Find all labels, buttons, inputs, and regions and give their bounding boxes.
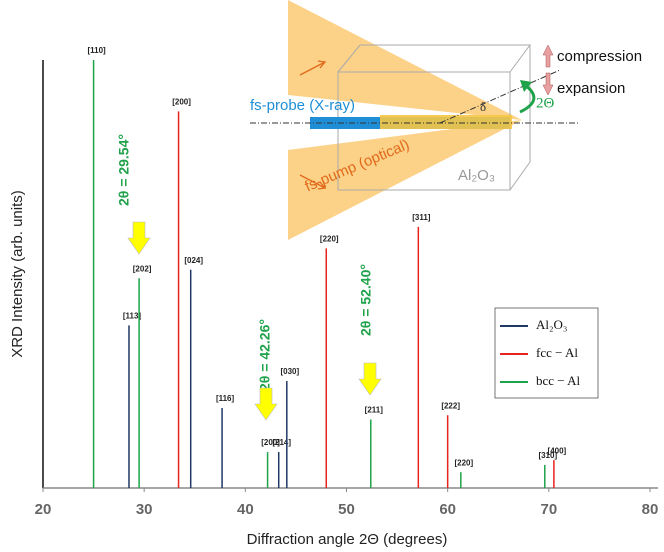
probe-cylinder [380,115,512,129]
pump-beam [288,120,522,240]
annotation-arrow [254,387,278,421]
angle-arrow [519,83,536,114]
annotation-arrow [127,221,151,255]
y-axis-label: XRD Intensity (arb. units) [9,190,26,358]
legend-label: bcc − Al [536,373,581,388]
pump-beam [288,0,522,120]
x-tick-label: 60 [439,501,456,518]
pump-arrow [299,174,327,190]
inset: compression expansion 2Θ δ fs-probe (X-r… [250,0,642,240]
annotation: 2θ = 52.40° [358,264,374,336]
angle-label: 2Θ [536,95,555,111]
x-tick-label: 30 [136,501,153,518]
peak-label: [110] [87,46,106,55]
peak-label: [220] [320,234,339,243]
compression-arrow [542,44,554,68]
delta-label: δ [480,99,486,114]
expansion-label: expansion [557,80,625,97]
x-tick-label: 70 [540,501,557,518]
probe-label: fs-probe (X-ray) [250,97,355,114]
peak-label: [113] [123,311,142,320]
peak-label: [400] [548,446,567,455]
x-tick-label: 50 [338,501,355,518]
legend-label: Al₂O₃ [536,317,567,332]
peak-label: [220] [454,458,473,467]
peak-label: [211] [365,406,384,415]
peak-label: [024] [184,256,203,265]
peak-label: [202] [133,264,152,273]
x-axis-label: Diffraction angle 2Θ (degrees) [247,531,448,548]
pump-arrow [299,60,327,76]
annotation: 2θ = 29.54° [116,134,132,206]
x-tick-label: 20 [35,501,52,518]
peak-label: [222] [441,401,460,410]
peak-label: [310] [538,451,557,460]
peak-label: [030] [280,367,299,376]
peak-label: [116] [216,394,235,403]
peak-label: [214] [272,438,291,447]
x-tick-label: 40 [237,501,254,518]
peak-label: [311] [412,213,431,222]
legend-label: fcc − Al [536,345,578,360]
annotation: 2θ = 42.26° [257,319,273,391]
crystal-label: Al₂O₃ [458,167,495,184]
angle-arrowhead [520,80,532,92]
expansion-arrow [542,72,554,96]
compression-label: compression [557,48,642,65]
peak-label: [200] [261,438,280,447]
annotation-arrow [358,362,382,396]
peak-label: [200] [172,97,191,106]
x-tick-label: 80 [642,501,659,518]
